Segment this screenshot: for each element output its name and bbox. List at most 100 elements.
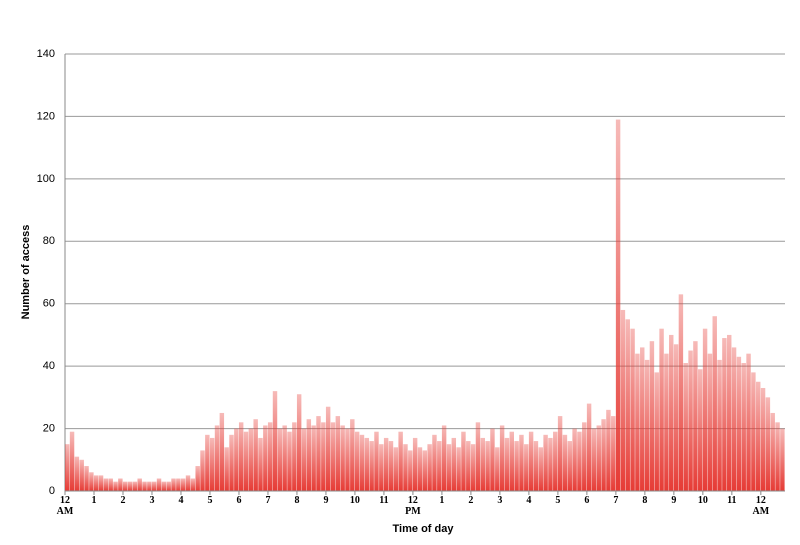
x-tick-label: 2 xyxy=(120,495,126,506)
bar xyxy=(693,341,698,491)
y-tick-label: 120 xyxy=(37,110,55,122)
x-tick-label: 12 AM xyxy=(752,495,770,517)
bar xyxy=(185,475,191,491)
bar xyxy=(287,431,292,491)
bar xyxy=(65,444,70,491)
bar xyxy=(760,387,766,491)
x-tick-label: 1 xyxy=(439,495,445,506)
bar xyxy=(108,478,113,491)
bar xyxy=(586,403,592,491)
bar xyxy=(296,394,302,491)
x-tick-label: 12 AM xyxy=(56,495,74,517)
bar xyxy=(93,475,99,491)
bar xyxy=(635,353,640,491)
bar xyxy=(263,425,268,491)
y-axis-title: Number of access xyxy=(20,225,32,320)
bar xyxy=(432,434,437,491)
x-tick-label: 5 xyxy=(555,495,561,506)
bar xyxy=(485,441,490,491)
bar xyxy=(359,434,365,491)
x-tick-label: 7 xyxy=(265,495,271,506)
x-tick-label: 4 xyxy=(178,495,184,506)
bar xyxy=(456,447,461,491)
bar xyxy=(441,425,447,491)
bar xyxy=(398,431,403,491)
bar xyxy=(127,481,133,491)
bar xyxy=(524,444,529,491)
bar xyxy=(446,444,452,491)
bar xyxy=(282,425,287,491)
bar xyxy=(219,412,225,491)
bar xyxy=(69,431,75,491)
bar xyxy=(577,431,582,491)
bar xyxy=(553,431,558,491)
y-tick-label: 140 xyxy=(37,48,55,60)
bar xyxy=(562,434,568,491)
bar xyxy=(243,431,249,491)
bar xyxy=(519,434,524,491)
bar xyxy=(664,353,669,491)
bar xyxy=(765,397,771,491)
bar xyxy=(712,316,717,491)
bar xyxy=(451,437,457,491)
bar xyxy=(606,409,611,491)
bar xyxy=(751,372,756,491)
bar xyxy=(557,416,563,491)
bar xyxy=(611,416,616,491)
bar xyxy=(306,419,312,491)
bar xyxy=(630,328,635,491)
bar xyxy=(736,356,742,491)
bar xyxy=(499,425,505,491)
bar xyxy=(707,353,713,491)
bar xyxy=(200,450,205,491)
bar xyxy=(176,478,181,491)
bar xyxy=(89,472,94,491)
bar xyxy=(615,119,621,492)
x-tick-label: 9 xyxy=(323,495,329,506)
bar xyxy=(98,475,104,491)
bar xyxy=(422,450,428,491)
bar xyxy=(354,431,360,491)
bar xyxy=(504,437,510,491)
y-tick-label: 60 xyxy=(43,298,55,310)
bar xyxy=(722,338,727,491)
bar xyxy=(340,425,345,491)
bar xyxy=(379,444,384,491)
bar xyxy=(383,437,389,491)
x-tick-label: 11 xyxy=(379,495,389,506)
y-tick-label: 80 xyxy=(43,235,55,247)
bar xyxy=(620,309,626,491)
bar xyxy=(644,359,650,491)
bar xyxy=(538,447,543,491)
bar xyxy=(698,369,703,491)
bar xyxy=(727,334,732,491)
bar xyxy=(596,425,601,491)
bar xyxy=(272,391,278,491)
x-tick-label: 6 xyxy=(236,495,242,506)
x-tick-label: 8 xyxy=(294,495,300,506)
bar xyxy=(683,363,688,491)
bar xyxy=(229,434,234,491)
bar xyxy=(132,481,138,491)
bar xyxy=(466,441,471,491)
x-tick-label: 10 xyxy=(697,495,708,506)
bar xyxy=(321,422,326,491)
bar xyxy=(205,434,210,491)
bar xyxy=(258,437,263,491)
bar xyxy=(224,447,229,491)
bar xyxy=(190,478,196,491)
bar xyxy=(780,428,785,491)
bar xyxy=(528,431,534,491)
bar xyxy=(79,459,84,491)
bar xyxy=(393,447,399,491)
bar xyxy=(591,428,597,491)
bar xyxy=(267,422,273,491)
bar xyxy=(325,406,331,491)
bar xyxy=(142,481,147,491)
bar xyxy=(746,353,751,491)
bar xyxy=(403,444,408,491)
bar xyxy=(688,350,693,491)
bar xyxy=(214,425,220,491)
bar xyxy=(74,456,80,491)
